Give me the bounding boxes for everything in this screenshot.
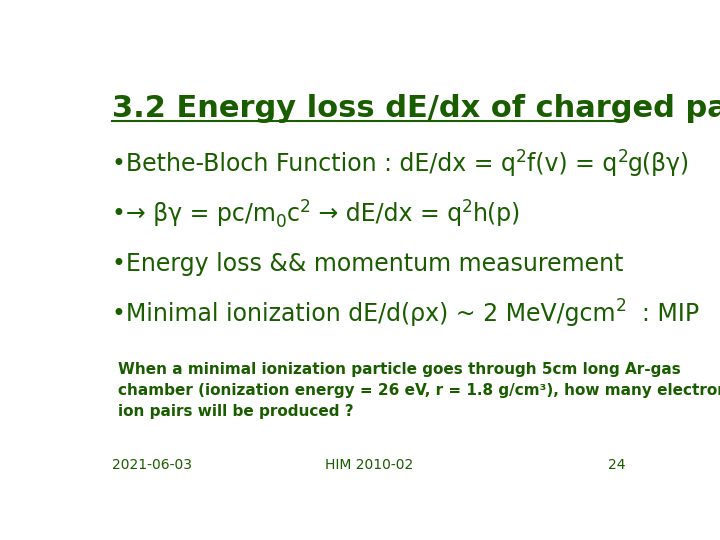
Text: 2: 2 bbox=[462, 198, 473, 215]
Text: 2021-06-03: 2021-06-03 bbox=[112, 458, 192, 472]
Text: c: c bbox=[287, 202, 300, 226]
Text: •Bethe-Bloch Function : dE/dx = q: •Bethe-Bloch Function : dE/dx = q bbox=[112, 152, 516, 176]
Text: 24: 24 bbox=[608, 458, 626, 472]
Text: •Minimal ionization dE/d(ρx) ~ 2 MeV/gcm: •Minimal ionization dE/d(ρx) ~ 2 MeV/gcm bbox=[112, 301, 616, 326]
Text: f(v) = q: f(v) = q bbox=[527, 152, 617, 176]
Text: •Energy loss && momentum measurement: •Energy loss && momentum measurement bbox=[112, 252, 624, 275]
Text: 3.2 Energy loss dE/dx of charged particle in matter: 3.2 Energy loss dE/dx of charged particl… bbox=[112, 94, 720, 123]
Text: 2: 2 bbox=[616, 298, 626, 315]
Text: 2: 2 bbox=[300, 198, 311, 215]
Text: •→ βγ = pc/m: •→ βγ = pc/m bbox=[112, 202, 276, 226]
Text: h(p): h(p) bbox=[473, 202, 521, 226]
Text: 2: 2 bbox=[516, 147, 527, 166]
Text: HIM 2010-02: HIM 2010-02 bbox=[325, 458, 413, 472]
Text: g(βγ): g(βγ) bbox=[628, 152, 690, 176]
Text: → dE/dx = q: → dE/dx = q bbox=[311, 202, 462, 226]
Text: 2: 2 bbox=[617, 147, 628, 166]
Text: 0: 0 bbox=[276, 213, 287, 231]
Text: : MIP: : MIP bbox=[626, 301, 699, 326]
Text: When a minimal ionization particle goes through 5cm long Ar-gas
chamber (ionizat: When a minimal ionization particle goes … bbox=[118, 362, 720, 419]
